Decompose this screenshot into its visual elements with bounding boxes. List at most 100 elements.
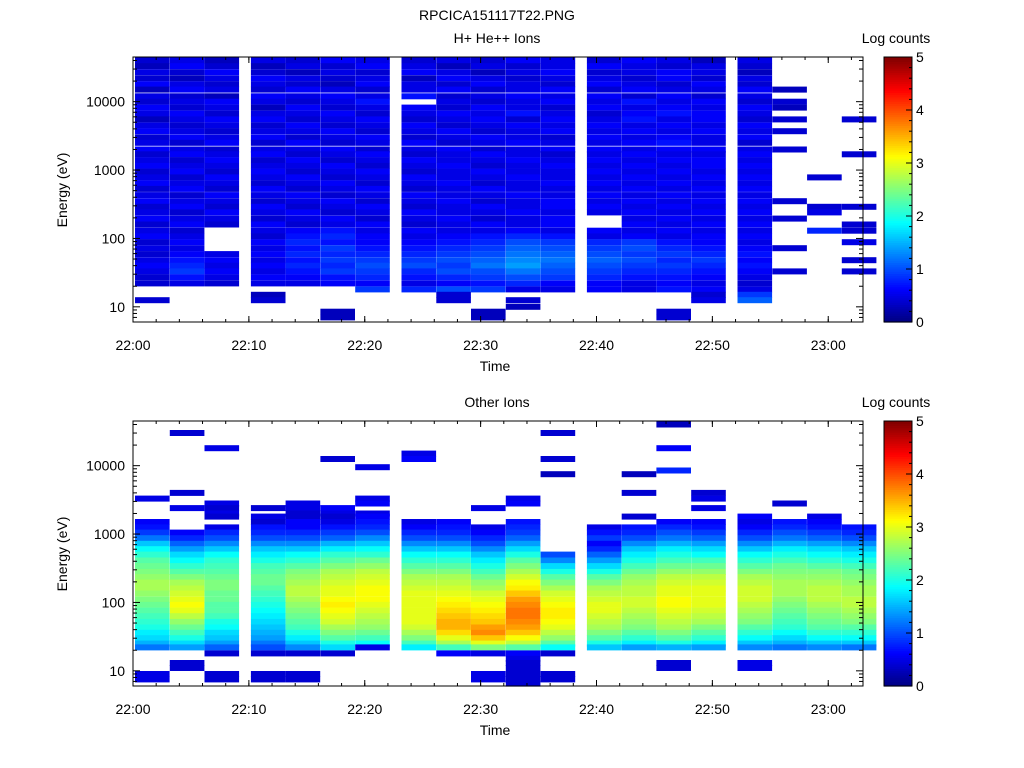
colorbar-segment xyxy=(884,677,912,680)
heatmap-cell xyxy=(540,209,576,216)
heatmap-cell xyxy=(401,146,437,153)
heatmap-cell xyxy=(320,198,355,205)
heatmap-cell xyxy=(250,590,286,597)
heatmap-cell xyxy=(401,524,437,531)
colorbar-segment xyxy=(884,191,912,195)
heatmap-cell xyxy=(807,640,842,647)
colorbar-segment xyxy=(884,85,912,89)
heatmap-cell xyxy=(135,174,170,181)
heatmap-cell xyxy=(320,274,355,281)
heatmap-cell xyxy=(169,274,205,281)
heatmap-cell xyxy=(691,524,726,531)
colorbar-segment xyxy=(884,440,912,444)
heatmap-cell xyxy=(540,146,576,153)
heatmap-cell xyxy=(621,629,657,636)
heatmap-cell xyxy=(621,239,657,246)
heatmap-cell xyxy=(505,122,541,129)
heatmap-cell xyxy=(586,233,622,240)
heatmap-cell xyxy=(401,198,437,205)
heatmap-cell xyxy=(586,128,622,135)
colorbar-segment xyxy=(884,462,912,466)
heatmap-cell xyxy=(135,122,170,129)
heatmap-cell xyxy=(285,671,321,677)
heatmap-cell xyxy=(691,607,726,614)
heatmap-cell xyxy=(320,513,355,520)
heatmap-cell xyxy=(540,456,576,462)
heatmap-cell xyxy=(169,192,205,199)
heatmap-cell xyxy=(250,104,286,111)
heatmap-cell xyxy=(250,262,286,269)
colorbar-segment xyxy=(884,227,912,230)
heatmap-cell xyxy=(169,640,205,647)
heatmap-cell xyxy=(656,590,691,597)
heatmap-cell xyxy=(540,280,576,287)
heatmap-cell xyxy=(471,146,506,153)
colorbar-segment xyxy=(884,500,912,504)
heatmap-cell xyxy=(204,98,240,105)
heatmap-cell xyxy=(250,239,286,246)
colorbar-tick-label: 5 xyxy=(916,49,924,65)
heatmap-cell xyxy=(355,257,390,264)
heatmap-cell xyxy=(135,274,170,281)
colorbar-segment xyxy=(884,595,912,599)
heatmap-cell xyxy=(772,215,807,222)
heatmap-cell xyxy=(169,563,205,570)
heatmap-cell xyxy=(586,535,622,542)
heatmap-cell xyxy=(204,122,240,129)
heatmap-cell xyxy=(250,596,286,603)
heatmap-cell xyxy=(135,557,170,564)
heatmap-cell xyxy=(285,540,321,547)
heatmap-cell xyxy=(772,640,807,647)
heatmap-cell xyxy=(204,180,240,187)
heatmap-cell xyxy=(691,86,726,93)
heatmap-cell xyxy=(656,157,691,164)
heatmap-cell xyxy=(691,215,726,222)
colorbar-segment xyxy=(884,262,912,266)
heatmap-cell xyxy=(135,607,170,614)
heatmap-cell xyxy=(772,635,807,642)
heatmap-cell xyxy=(135,227,170,234)
heatmap-cell xyxy=(320,185,355,192)
heatmap-cell xyxy=(250,535,286,542)
heatmap-cell xyxy=(586,151,622,158)
heatmap-cell xyxy=(737,157,773,164)
heatmap-cell xyxy=(169,430,205,436)
heatmap-cell xyxy=(401,110,437,117)
heatmap-cell xyxy=(471,671,506,677)
heatmap-cell xyxy=(737,551,773,558)
heatmap-cell xyxy=(355,227,390,234)
heatmap-cell xyxy=(540,251,576,258)
heatmap-cell xyxy=(285,233,321,240)
heatmap-cell xyxy=(540,551,576,558)
heatmap-cell xyxy=(586,557,622,564)
heatmap-cell xyxy=(505,146,541,153)
heatmap-cell xyxy=(691,557,726,564)
heatmap-cell xyxy=(135,185,170,192)
colorbar-segment xyxy=(884,74,912,78)
colorbar-segment xyxy=(884,94,912,98)
heatmap-cell xyxy=(656,122,691,129)
heatmap-cell xyxy=(691,268,726,275)
colorbar-segment xyxy=(884,244,912,248)
colorbar-tick-label: 0 xyxy=(916,678,924,694)
heatmap-cell xyxy=(691,239,726,246)
heatmap-cell xyxy=(401,86,437,93)
heatmap-cell xyxy=(656,524,691,531)
colorbar-segment xyxy=(884,683,912,687)
heatmap-cell xyxy=(772,535,807,542)
colorbar-segment xyxy=(884,659,912,663)
heatmap-cell xyxy=(204,134,240,141)
heatmap-cell xyxy=(540,157,576,164)
heatmap-cell xyxy=(204,139,240,146)
heatmap-cell xyxy=(540,268,576,275)
heatmap-cell xyxy=(436,607,471,614)
heatmap-cell xyxy=(505,665,541,671)
heatmap-cell xyxy=(586,185,622,192)
heatmap-cell xyxy=(737,513,773,520)
heatmap-cell xyxy=(285,151,321,158)
heatmap-cell xyxy=(401,221,437,228)
heatmap-cell xyxy=(737,209,773,216)
heatmap-cell xyxy=(656,579,691,586)
heatmap-cell xyxy=(586,86,622,93)
heatmap-cell xyxy=(401,180,437,187)
